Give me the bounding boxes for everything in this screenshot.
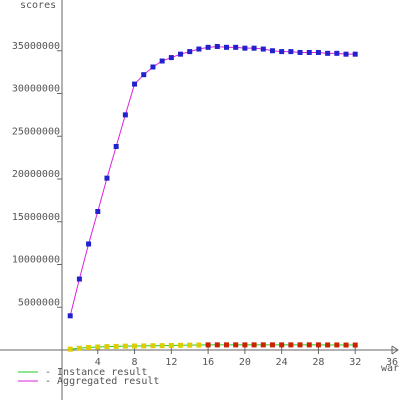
- data-point: [159, 343, 165, 349]
- data-point: [150, 64, 156, 70]
- y-axis-label: scores: [20, 0, 56, 11]
- data-point: [242, 342, 248, 348]
- data-point: [104, 344, 110, 350]
- data-point: [306, 342, 312, 348]
- data-point: [288, 49, 294, 55]
- data-point: [104, 175, 110, 181]
- data-point: [178, 342, 184, 348]
- y-tick-label: 25000000: [12, 126, 60, 137]
- data-point: [86, 241, 92, 247]
- data-point: [178, 51, 184, 57]
- data-point: [279, 49, 285, 55]
- data-point: [150, 343, 156, 349]
- data-point: [242, 45, 248, 51]
- data-point: [325, 342, 331, 348]
- data-point: [297, 49, 303, 55]
- y-tick-label: 20000000: [12, 169, 60, 180]
- data-point: [334, 342, 340, 348]
- data-point: [67, 346, 73, 352]
- series-line: [69, 45, 356, 316]
- data-point: [269, 342, 275, 348]
- data-point: [343, 51, 349, 57]
- data-point: [187, 342, 193, 348]
- data-point: [297, 342, 303, 348]
- legend-label: - Aggregated result: [45, 376, 159, 387]
- data-point: [168, 342, 174, 348]
- data-point: [132, 343, 138, 349]
- y-tick-label: 30000000: [12, 84, 60, 95]
- data-point: [187, 49, 193, 55]
- data-point: [122, 343, 128, 349]
- data-point: [334, 50, 340, 56]
- data-point: [159, 58, 165, 64]
- y-tick-label: 5000000: [18, 297, 60, 308]
- data-point: [260, 342, 266, 348]
- data-point: [214, 342, 220, 348]
- x-axis-label: war: [381, 363, 399, 374]
- data-point: [279, 342, 285, 348]
- data-point: [352, 342, 358, 348]
- data-point: [76, 276, 82, 282]
- data-point: [141, 343, 147, 349]
- x-tick-label: 36: [386, 357, 398, 368]
- data-point: [113, 144, 119, 150]
- x-tick-label: 20: [239, 357, 251, 368]
- x-tick-label: 12: [165, 357, 177, 368]
- data-point: [113, 343, 119, 349]
- y-tick-label: 10000000: [12, 255, 60, 266]
- data-point: [352, 51, 358, 57]
- data-point: [315, 342, 321, 348]
- data-point: [205, 342, 211, 348]
- x-tick-label: 16: [202, 357, 214, 368]
- data-point: [67, 313, 73, 319]
- data-point: [196, 46, 202, 52]
- data-point: [168, 55, 174, 61]
- x-tick-label: 28: [312, 357, 324, 368]
- data-point: [325, 50, 331, 56]
- data-point: [196, 342, 202, 348]
- data-point: [214, 43, 220, 49]
- data-point: [95, 208, 101, 214]
- data-point: [224, 44, 229, 50]
- x-tick-label: 8: [132, 357, 138, 368]
- data-point: [288, 342, 294, 348]
- series-line: [70, 344, 356, 350]
- data-point: [343, 342, 349, 348]
- x-tick-label: 4: [95, 357, 101, 368]
- data-point: [132, 81, 138, 87]
- data-point: [122, 112, 128, 118]
- x-tick-label: 32: [349, 357, 361, 368]
- y-tick-label: 15000000: [12, 212, 60, 223]
- data-point: [251, 342, 257, 348]
- x-axis-arrow: [391, 345, 399, 355]
- data-point: [76, 345, 82, 351]
- data-point: [86, 344, 92, 350]
- legend-label: - Instance result: [45, 367, 147, 378]
- data-point: [205, 44, 211, 50]
- data-point: [251, 45, 257, 51]
- data-point: [233, 44, 239, 50]
- data-point: [141, 72, 147, 78]
- data-point: [95, 344, 101, 350]
- data-point: [315, 49, 321, 55]
- x-tick-label: 24: [276, 357, 288, 368]
- data-point: [224, 342, 229, 348]
- y-tick-label: 35000000: [12, 41, 60, 52]
- data-point: [260, 46, 266, 52]
- data-point: [269, 48, 275, 54]
- data-point: [233, 342, 239, 348]
- data-point: [306, 49, 312, 55]
